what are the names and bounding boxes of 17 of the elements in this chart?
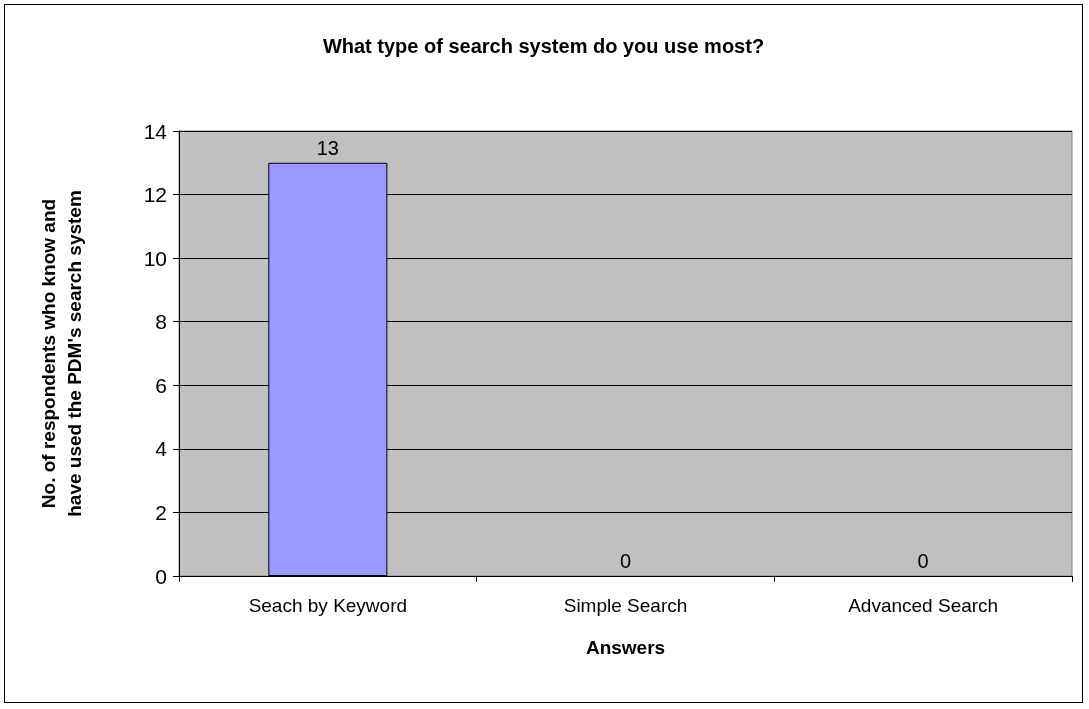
y-tick-label: 0 xyxy=(155,564,167,588)
x-tick-label: Advanced Search xyxy=(848,595,999,616)
y-axis-title: No. of respondents who know and have used the PDM's search system xyxy=(37,190,85,517)
y-tick-label: 10 xyxy=(143,246,167,270)
data-label: 0 xyxy=(917,550,929,572)
x-tick-label: Simple Search xyxy=(563,595,688,616)
y-tick-label: 2 xyxy=(155,500,167,524)
y-tick-label: 14 xyxy=(143,119,168,143)
y-tick-label: 12 xyxy=(143,183,167,207)
x-axis-title: Answers xyxy=(585,637,666,658)
data-label: 0 xyxy=(619,550,632,572)
y-tick-label: 4 xyxy=(155,437,168,461)
data-label: 13 xyxy=(316,136,339,159)
y-tick-label: 8 xyxy=(155,310,167,334)
x-tick-label: Seach by Keyword xyxy=(248,595,408,616)
y-tick-label: 6 xyxy=(155,373,167,397)
chart-title: What type of search system do you use most? xyxy=(322,35,765,57)
